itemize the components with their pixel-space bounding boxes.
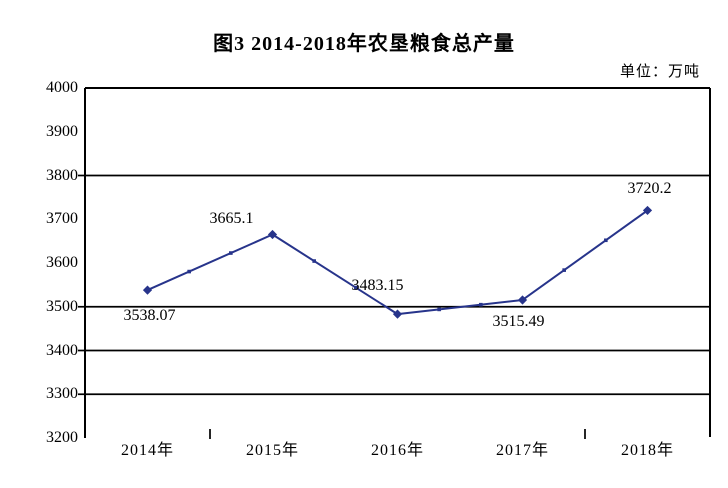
line-dot (312, 259, 316, 263)
y-axis-tick-label: 3200 (46, 429, 78, 446)
line-dot (479, 302, 483, 307)
x-axis-tick-label: 2018年 (620, 442, 674, 459)
data-point-marker (267, 229, 278, 240)
y-axis-tick-label: 3700 (46, 210, 78, 228)
data-point-label: 3720.2 (627, 180, 672, 198)
y-axis-tick-label: 3300 (46, 385, 78, 403)
y-axis-tick-label: 3600 (46, 254, 78, 271)
y-axis-tick-label: 3400 (46, 341, 78, 359)
data-point-label: 3483.15 (351, 277, 404, 295)
y-axis-tick-label: 3800 (46, 166, 78, 184)
x-axis-tick-label: 2015年 (245, 442, 299, 459)
y-axis-tick-label: 4000 (46, 79, 78, 96)
data-point-label: 3665.1 (209, 209, 254, 227)
y-axis-tick-label: 3900 (46, 122, 78, 140)
line-dot (562, 268, 566, 272)
data-point-label: 3515.49 (492, 312, 545, 330)
line-dot (229, 251, 233, 255)
data-point-marker (142, 285, 153, 295)
x-axis-tick-label: 2016年 (370, 442, 424, 459)
line-dot (437, 307, 441, 312)
line-dot (354, 285, 358, 290)
data-point-marker (392, 309, 403, 319)
x-axis-tick-label: 2014年 (120, 442, 174, 459)
data-point-label: 3538.07 (123, 307, 176, 325)
y-axis-tick-label: 3500 (46, 297, 78, 315)
line-dot (604, 238, 608, 243)
line-dot (187, 269, 191, 274)
data-point-marker (642, 205, 653, 216)
data-point-marker (517, 295, 528, 305)
unit-label: 单位：万吨 (619, 64, 700, 80)
x-axis-tick-label: 2017年 (495, 442, 549, 459)
chart-title: 图3 2014-2018年农垦粮食总产量 (213, 33, 515, 55)
